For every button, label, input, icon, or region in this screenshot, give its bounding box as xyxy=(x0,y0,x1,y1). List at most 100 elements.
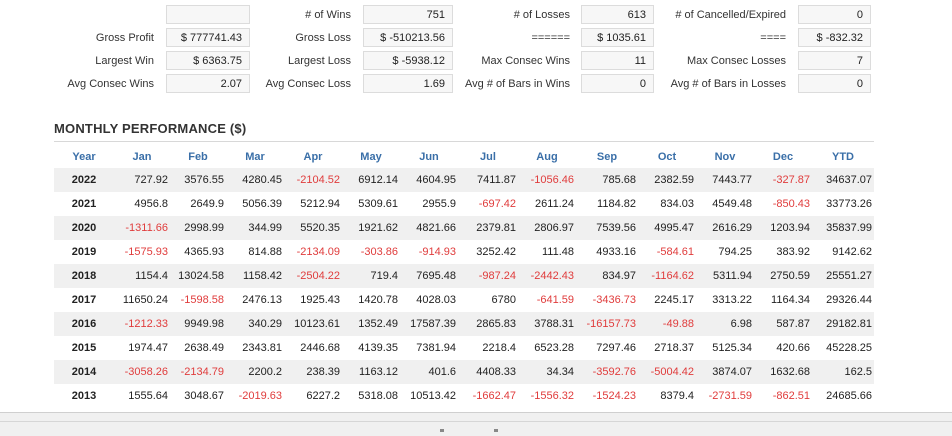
largest-win-value: $ 6363.75 xyxy=(166,51,250,70)
value-cell: 1352.49 xyxy=(342,312,400,336)
value-cell: -641.59 xyxy=(536,294,574,306)
scrollbar-track xyxy=(0,421,952,422)
horizontal-scrollbar[interactable] xyxy=(0,412,952,436)
value-cell: 3874.07 xyxy=(696,360,754,384)
value-cell: 13024.58 xyxy=(170,264,226,288)
value-cell: -1164.62 xyxy=(638,264,696,288)
avg-consec-loss-value: 1.69 xyxy=(363,74,453,93)
table-row: 2013 1555.64 3048.67 -2019.63 6227.2 5318.08 1… xyxy=(54,384,874,408)
value-cell: 2649.9 xyxy=(190,198,224,210)
value-cell: 7381.94 xyxy=(416,342,456,354)
gross-profit-label: Gross Profit xyxy=(95,32,154,44)
column-header-nov: Nov xyxy=(714,151,736,163)
col4-label: ==== xyxy=(760,32,786,44)
value-cell: 4365.93 xyxy=(184,246,224,258)
column-header-ytd: YTD xyxy=(832,151,854,163)
column-header-mar: Mar xyxy=(245,151,265,163)
value-cell: 1164.34 xyxy=(771,294,810,306)
value-cell: 4604.95 xyxy=(400,168,458,192)
value-cell: 2611.24 xyxy=(535,198,574,210)
value-cell: 238.39 xyxy=(284,360,342,384)
col4-value: $ -832.32 xyxy=(798,28,871,47)
table-row: 2019 -1575.93 4365.93 814.88 -2134.09 -303.86… xyxy=(54,240,874,264)
value-cell: 7297.46 xyxy=(596,342,636,354)
year-cell: 2016 xyxy=(54,312,114,336)
title-divider xyxy=(54,141,874,142)
value-cell: -1212.33 xyxy=(114,312,170,336)
value-cell: -987.24 xyxy=(458,264,518,288)
col3-value: $ 1035.61 xyxy=(581,28,654,47)
value-cell: 10513.42 xyxy=(410,390,456,402)
value-cell: 5125.34 xyxy=(712,342,752,354)
value-cell: 35837.99 xyxy=(812,216,874,240)
value-cell: 5309.61 xyxy=(358,198,398,210)
value-cell: 33773.26 xyxy=(826,198,872,210)
value-cell: -49.88 xyxy=(638,312,696,336)
value-cell: 814.88 xyxy=(248,246,282,258)
value-cell: 4280.45 xyxy=(226,168,284,192)
value-cell: 7411.87 xyxy=(458,168,518,192)
value-cell: 1163.12 xyxy=(342,360,400,384)
year-cell: 2014 xyxy=(54,360,114,384)
value-cell: 7539.56 xyxy=(576,216,638,240)
largest-win-label: Largest Win xyxy=(95,55,154,67)
value-cell: 8379.4 xyxy=(660,390,694,402)
table-row: 2020 -1311.66 2998.99 344.99 5520.35 1921.62 4… xyxy=(54,216,874,240)
value-cell: 6.98 xyxy=(696,312,754,336)
value-cell: 587.87 xyxy=(754,312,812,336)
stats-row-3: Largest Win $ 6363.75 Largest Loss $ -59… xyxy=(0,51,952,71)
value-cell: 4028.03 xyxy=(416,294,456,306)
value-cell: 29182.81 xyxy=(812,312,874,336)
value-cell: -2504.22 xyxy=(284,264,342,288)
avg-consec-wins-label: Avg Consec Wins xyxy=(67,78,154,90)
value-cell: 25551.27 xyxy=(812,264,874,288)
max-consec-losses-value: 7 xyxy=(798,51,871,70)
value-cell: 4995.47 xyxy=(638,216,696,240)
value-cell: -2019.63 xyxy=(238,390,282,402)
value-cell: 2998.99 xyxy=(170,216,226,240)
losses-label: # of Losses xyxy=(513,9,570,21)
stats-row-1: # of Wins 751 # of Losses 613 # of Cance… xyxy=(0,5,952,25)
value-cell: 2245.17 xyxy=(654,294,694,306)
year-cell: 2015 xyxy=(71,342,97,354)
scroll-arrow-right-icon[interactable] xyxy=(494,429,498,432)
value-cell: 1555.64 xyxy=(128,390,168,402)
avg-consec-wins-value: 2.07 xyxy=(166,74,250,93)
value-cell: -2731.59 xyxy=(708,390,752,402)
value-cell: -2104.52 xyxy=(284,168,342,192)
col3-label: ====== xyxy=(531,32,570,44)
value-cell: 3788.31 xyxy=(518,312,576,336)
value-cell: 1921.62 xyxy=(342,216,400,240)
value-cell: -584.61 xyxy=(656,246,694,258)
value-cell: 6780 xyxy=(491,294,516,306)
value-cell: 5311.94 xyxy=(696,264,754,288)
value-cell: 29326.44 xyxy=(826,294,872,306)
value-cell: 401.6 xyxy=(400,360,458,384)
value-cell: -3436.73 xyxy=(592,294,636,306)
value-cell: 5318.08 xyxy=(358,390,398,402)
value-cell: -3058.26 xyxy=(114,360,170,384)
blank-value-box xyxy=(166,5,250,24)
value-cell: 111.48 xyxy=(541,246,574,258)
value-cell: 5212.94 xyxy=(300,198,340,210)
column-header-sep: Sep xyxy=(596,151,618,163)
value-cell: 4139.35 xyxy=(358,342,398,354)
value-cell: 2638.49 xyxy=(184,342,224,354)
table-row: 2018 1154.4 13024.58 1158.42 -2504.22 719.4 76… xyxy=(54,264,874,288)
largest-loss-value: $ -5938.12 xyxy=(363,51,453,70)
value-cell: 3048.67 xyxy=(184,390,224,402)
value-cell: 4821.66 xyxy=(400,216,458,240)
avg-bars-losses-value: 0 xyxy=(798,74,871,93)
column-header-dec: Dec xyxy=(772,151,794,163)
table-row: 2015 1974.47 2638.49 2343.81 2446.68 4139.35 7… xyxy=(54,336,874,360)
value-cell: -16157.73 xyxy=(576,312,638,336)
value-cell: 2382.59 xyxy=(638,168,696,192)
value-cell: 162.5 xyxy=(812,360,874,384)
value-cell: 34.34 xyxy=(518,360,576,384)
scroll-arrow-left-icon[interactable] xyxy=(440,429,444,432)
value-cell: 1974.47 xyxy=(128,342,168,354)
value-cell: -2134.09 xyxy=(296,246,340,258)
column-header-oct: Oct xyxy=(657,151,677,163)
value-cell: 1203.94 xyxy=(754,216,812,240)
value-cell: 5520.35 xyxy=(284,216,342,240)
